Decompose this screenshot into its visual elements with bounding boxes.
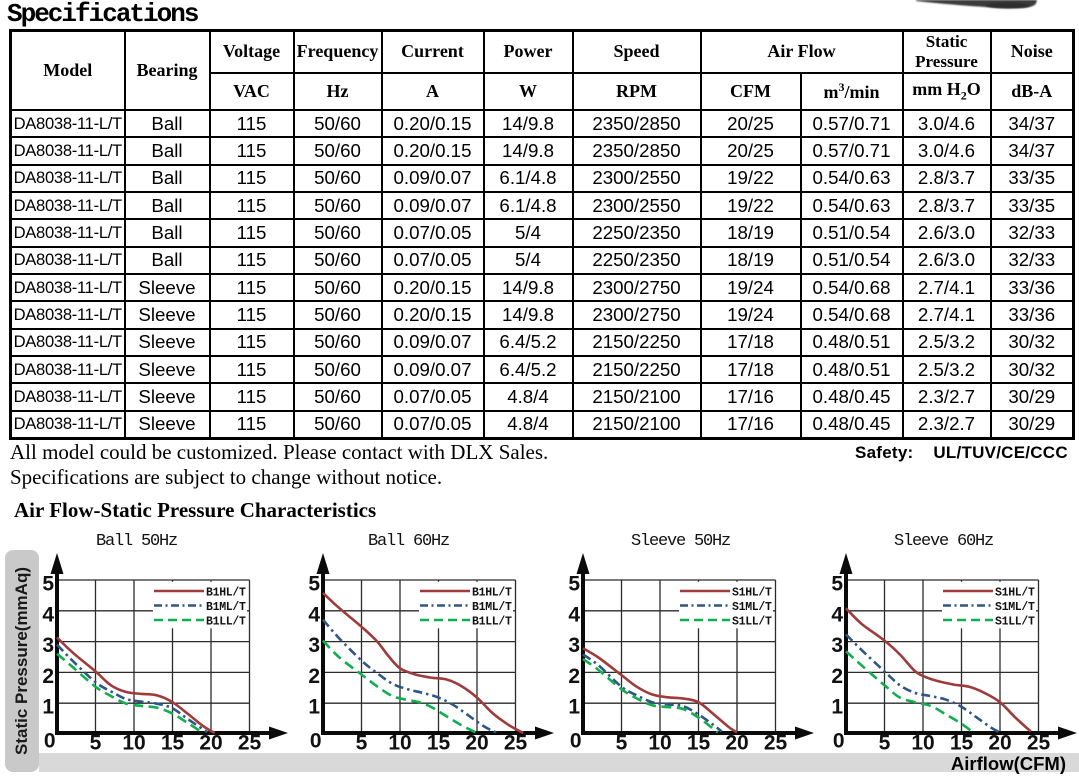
- svg-text:B1LL/T: B1LL/T: [472, 616, 512, 629]
- svg-text:20: 20: [465, 732, 488, 755]
- svg-text:B1HL/T: B1HL/T: [206, 587, 246, 600]
- svg-text:S1HL/T: S1HL/T: [732, 587, 772, 600]
- svg-text:0: 0: [570, 730, 582, 753]
- svg-text:25: 25: [764, 732, 788, 755]
- svg-text:4: 4: [831, 603, 843, 626]
- svg-text:5: 5: [42, 573, 54, 596]
- svg-text:1: 1: [42, 696, 54, 719]
- svg-text:5: 5: [568, 573, 580, 596]
- svg-text:10: 10: [648, 732, 671, 755]
- svg-text:2: 2: [42, 665, 54, 688]
- svg-text:5: 5: [879, 732, 891, 755]
- svg-text:S1LL/T: S1LL/T: [995, 616, 1035, 629]
- svg-text:5: 5: [831, 573, 843, 596]
- svg-text:15: 15: [427, 732, 451, 755]
- svg-text:15: 15: [161, 732, 185, 755]
- svg-text:25: 25: [504, 732, 528, 755]
- svg-text:10: 10: [122, 732, 145, 755]
- svg-text:10: 10: [388, 732, 411, 755]
- svg-text:S1ML/T: S1ML/T: [732, 601, 772, 614]
- svg-text:2: 2: [568, 665, 580, 688]
- svg-text:3: 3: [308, 634, 320, 657]
- svg-text:B1ML/T: B1ML/T: [206, 601, 246, 614]
- svg-text:25: 25: [1027, 732, 1051, 755]
- svg-text:5: 5: [616, 732, 628, 755]
- svg-text:S1LL/T: S1LL/T: [732, 616, 772, 629]
- svg-text:4: 4: [568, 603, 580, 626]
- svg-text:4: 4: [308, 603, 320, 626]
- svg-text:15: 15: [687, 732, 711, 755]
- svg-text:20: 20: [199, 732, 222, 755]
- svg-text:2: 2: [831, 665, 843, 688]
- svg-text:2: 2: [308, 665, 320, 688]
- svg-text:B1ML/T: B1ML/T: [472, 601, 512, 614]
- svg-text:15: 15: [950, 732, 974, 755]
- svg-text:1: 1: [568, 696, 580, 719]
- svg-text:5: 5: [356, 732, 368, 755]
- svg-text:10: 10: [911, 732, 934, 755]
- svg-text:B1HL/T: B1HL/T: [472, 587, 512, 600]
- svg-text:5: 5: [90, 732, 102, 755]
- svg-text:S1ML/T: S1ML/T: [995, 601, 1035, 614]
- svg-text:1: 1: [831, 696, 843, 719]
- svg-text:3: 3: [568, 634, 580, 657]
- svg-text:1: 1: [308, 696, 320, 719]
- svg-text:4: 4: [42, 603, 54, 626]
- svg-text:5: 5: [308, 573, 320, 596]
- svg-text:0: 0: [44, 730, 56, 753]
- svg-text:20: 20: [988, 732, 1011, 755]
- svg-text:B1LL/T: B1LL/T: [206, 616, 246, 629]
- svg-text:0: 0: [833, 730, 845, 753]
- svg-text:25: 25: [238, 732, 262, 755]
- svg-text:3: 3: [42, 634, 54, 657]
- svg-text:0: 0: [310, 730, 322, 753]
- svg-text:20: 20: [725, 732, 748, 755]
- svg-text:S1HL/T: S1HL/T: [995, 587, 1035, 600]
- svg-text:3: 3: [831, 634, 843, 657]
